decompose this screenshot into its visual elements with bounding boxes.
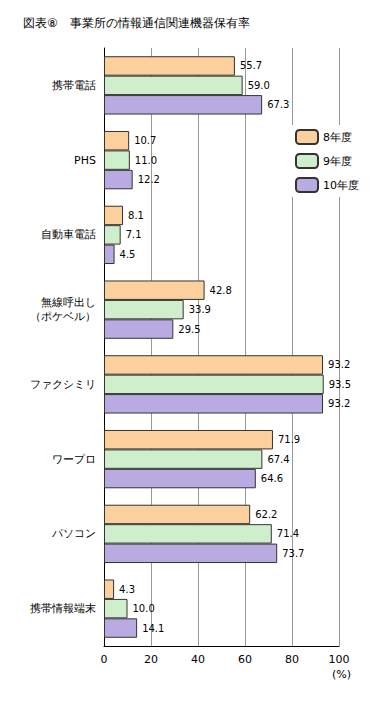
- svg-text:携帯情報端末: 携帯情報端末: [30, 602, 96, 615]
- svg-text:10.0: 10.0: [133, 603, 155, 614]
- svg-text:59.0: 59.0: [248, 80, 270, 91]
- svg-text:64.6: 64.6: [261, 473, 283, 484]
- svg-text:71.4: 71.4: [277, 528, 299, 539]
- svg-text:73.7: 73.7: [282, 548, 304, 559]
- svg-text:携帯電話: 携帯電話: [52, 79, 96, 92]
- svg-text:67.3: 67.3: [267, 99, 289, 110]
- svg-text:10年度: 10年度: [323, 179, 359, 192]
- svg-text:29.5: 29.5: [178, 324, 200, 335]
- svg-text:55.7: 55.7: [240, 60, 262, 71]
- svg-text:図表⑧ 事業所の情報通信関連機器保有率: 図表⑧ 事業所の情報通信関連機器保有率: [23, 16, 250, 30]
- svg-text:4.5: 4.5: [120, 249, 136, 260]
- svg-text:パソコン: パソコン: [51, 527, 96, 540]
- svg-text:（ポケベル）: （ポケベル）: [30, 310, 96, 323]
- svg-text:40: 40: [191, 653, 205, 666]
- svg-text:PHS: PHS: [74, 154, 96, 167]
- svg-text:42.8: 42.8: [210, 285, 232, 296]
- svg-text:10.7: 10.7: [134, 135, 156, 146]
- svg-text:11.0: 11.0: [135, 155, 157, 166]
- svg-text:ワープロ: ワープロ: [52, 453, 96, 466]
- svg-text:自動車電話: 自動車電話: [41, 228, 96, 241]
- svg-text:60: 60: [238, 653, 252, 666]
- svg-text:62.2: 62.2: [255, 509, 277, 520]
- svg-text:0: 0: [101, 653, 108, 666]
- svg-text:20: 20: [144, 653, 158, 666]
- svg-text:67.4: 67.4: [267, 454, 289, 465]
- svg-text:ファクシミリ: ファクシミリ: [30, 378, 96, 391]
- svg-text:(%): (%): [332, 668, 351, 681]
- svg-text:80: 80: [285, 653, 299, 666]
- svg-text:100: 100: [329, 653, 350, 666]
- svg-text:93.2: 93.2: [328, 359, 350, 370]
- svg-text:8年度: 8年度: [323, 131, 352, 144]
- svg-text:無線呼出し: 無線呼出し: [41, 296, 96, 309]
- svg-text:14.1: 14.1: [142, 623, 164, 634]
- svg-text:93.2: 93.2: [328, 398, 350, 409]
- svg-text:33.9: 33.9: [189, 304, 211, 315]
- svg-text:8.1: 8.1: [128, 210, 144, 221]
- svg-text:93.5: 93.5: [329, 379, 351, 390]
- svg-text:12.2: 12.2: [138, 174, 160, 185]
- svg-text:9年度: 9年度: [323, 155, 352, 168]
- svg-text:4.3: 4.3: [119, 584, 135, 595]
- svg-text:71.9: 71.9: [278, 434, 300, 445]
- svg-text:7.1: 7.1: [126, 229, 142, 240]
